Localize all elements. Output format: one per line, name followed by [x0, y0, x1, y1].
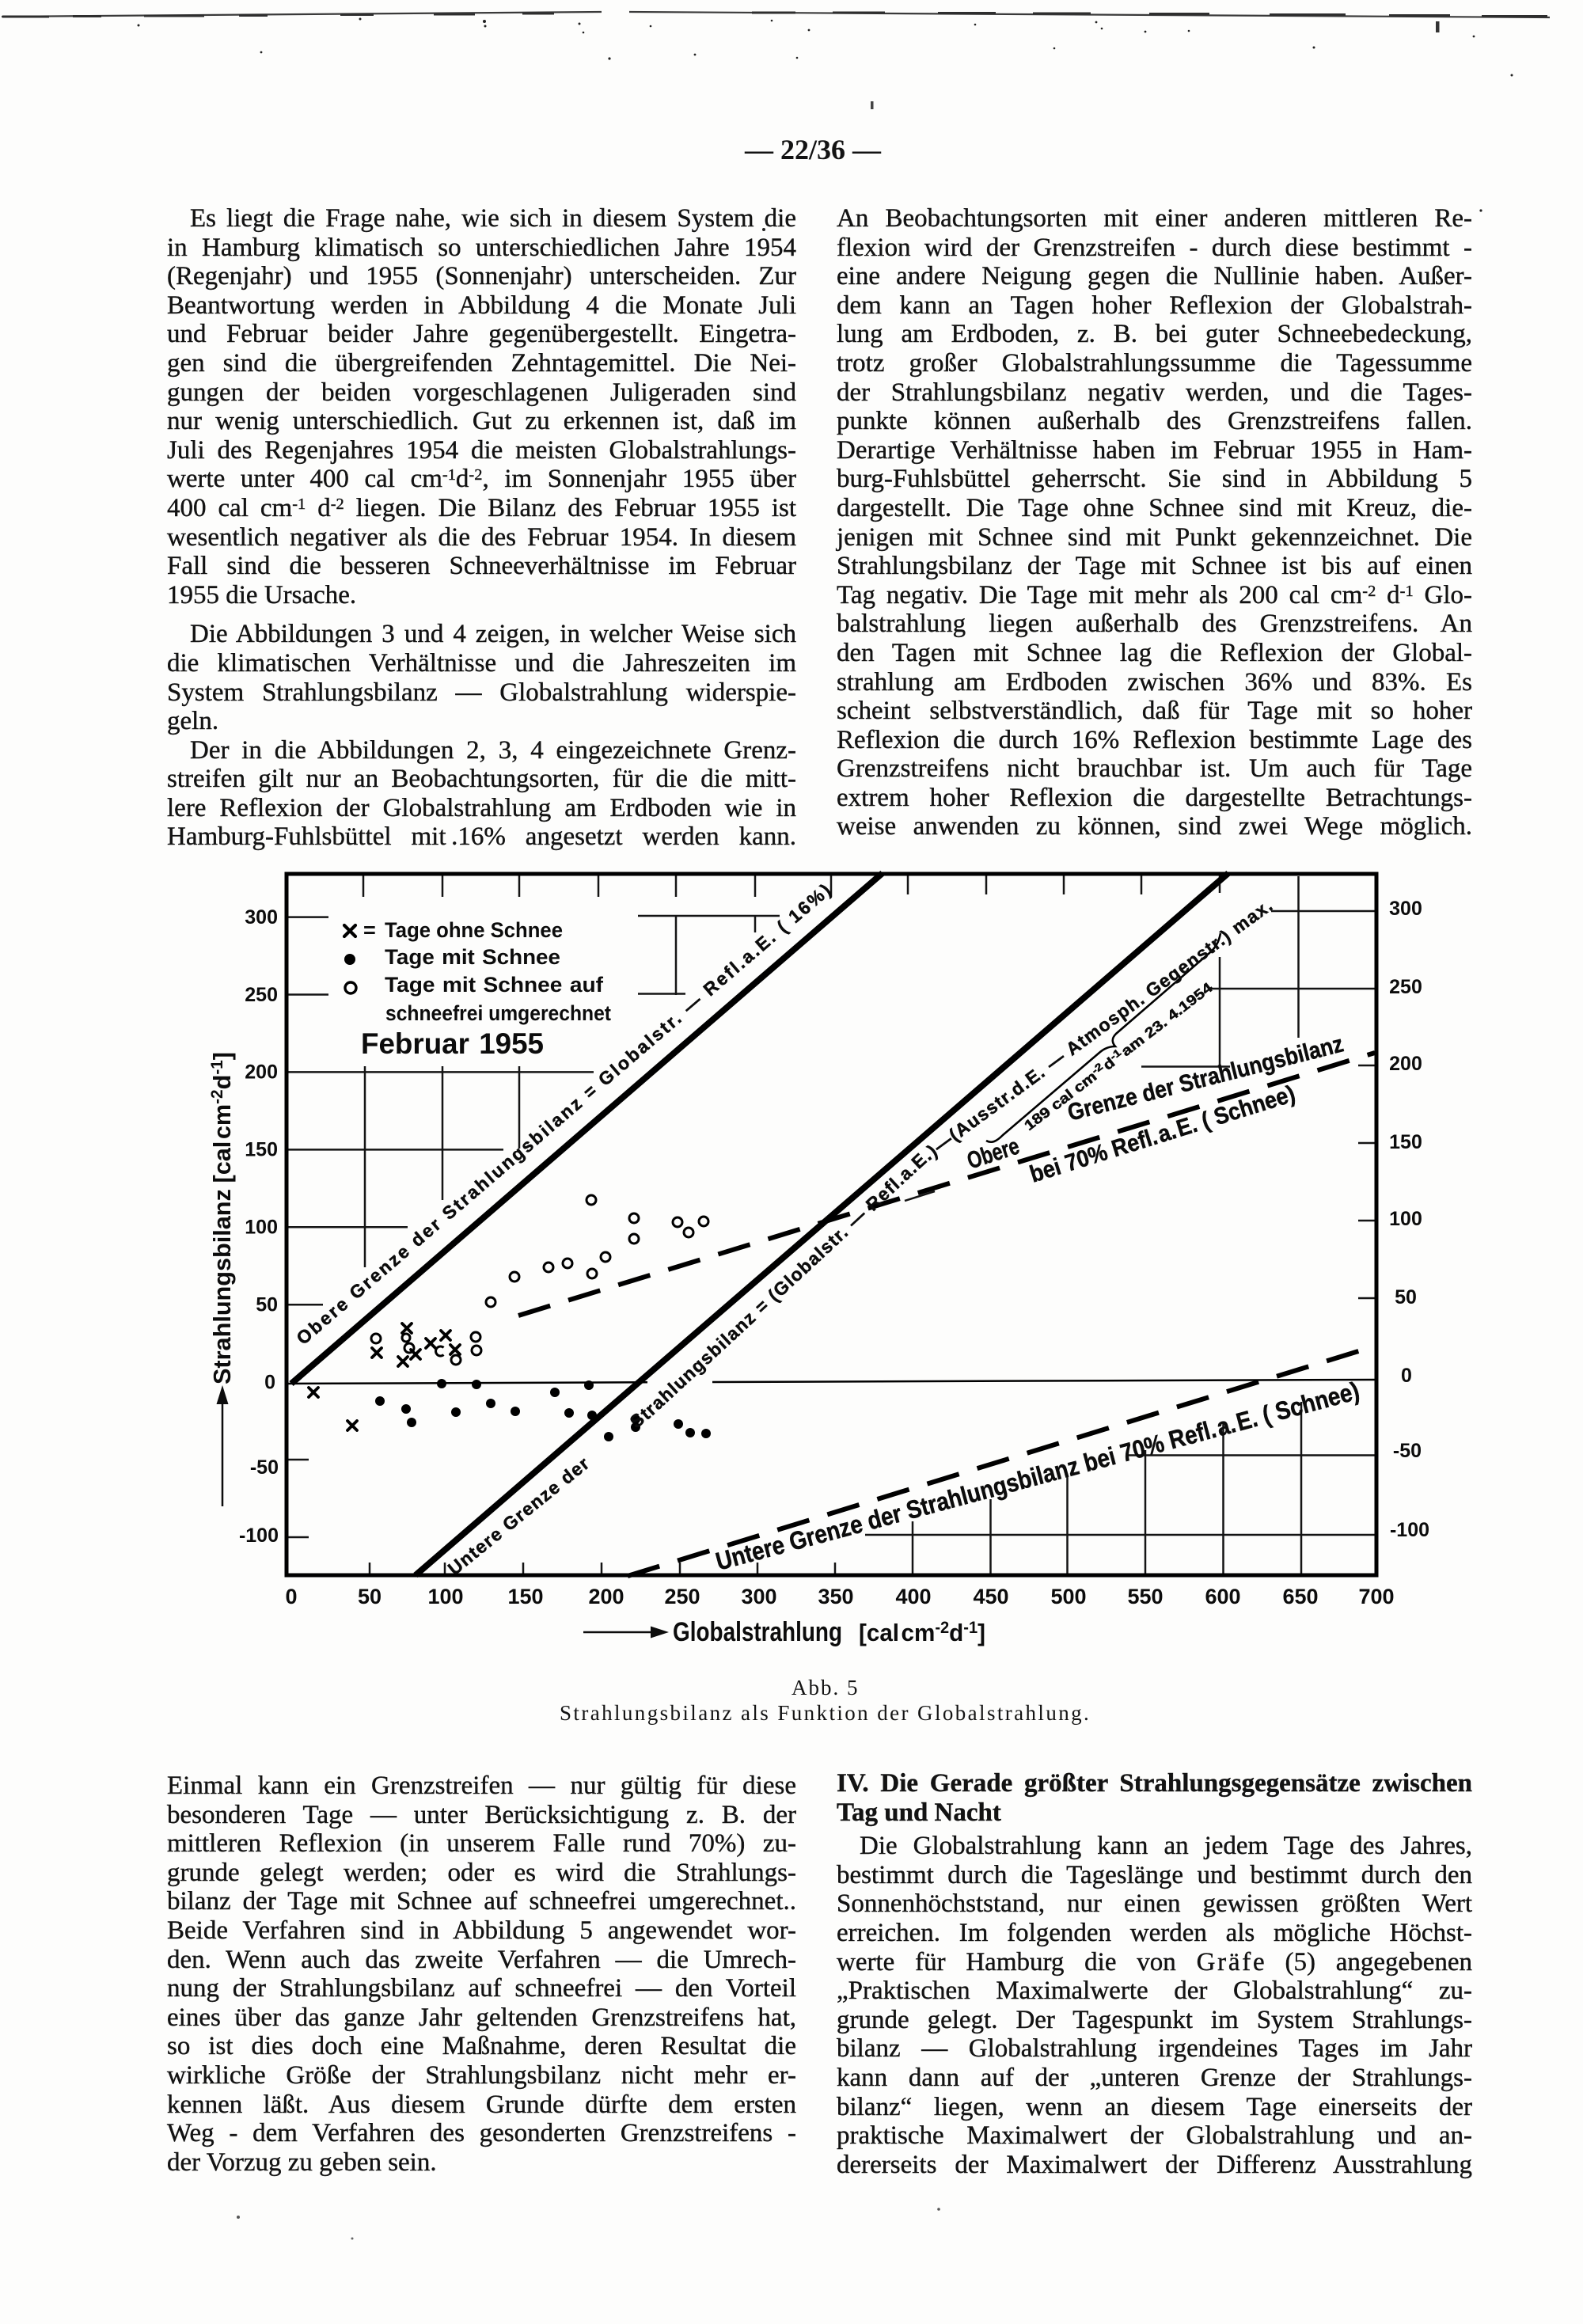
svg-text:200: 200 — [588, 1585, 624, 1608]
svg-text:150: 150 — [507, 1585, 543, 1608]
svg-text:250: 250 — [1389, 976, 1422, 998]
svg-text:150: 150 — [245, 1139, 278, 1161]
svg-text:600: 600 — [1205, 1585, 1240, 1608]
svg-text:200: 200 — [1389, 1053, 1422, 1075]
svg-text:650: 650 — [1282, 1585, 1318, 1608]
svg-text:700: 700 — [1358, 1585, 1394, 1608]
svg-text:100: 100 — [427, 1585, 463, 1608]
svg-text:Obere Grenze der Strahlungsbil: Obere Grenze der Strahlungsbilanz = Glob… — [292, 879, 834, 1348]
svg-text:0: 0 — [1401, 1365, 1412, 1387]
svg-text:-100: -100 — [1390, 1519, 1429, 1541]
svg-text:-100: -100 — [239, 1525, 279, 1547]
svg-text:Globalstrahlung: Globalstrahlung — [673, 1617, 842, 1647]
svg-text:300: 300 — [245, 906, 278, 928]
svg-text:150: 150 — [1389, 1131, 1422, 1153]
svg-text:300: 300 — [1389, 898, 1422, 920]
svg-text:-50: -50 — [250, 1456, 279, 1479]
svg-text:50: 50 — [1395, 1286, 1417, 1308]
svg-text:=: = — [363, 918, 376, 942]
svg-text:550: 550 — [1127, 1585, 1163, 1608]
svg-text:0: 0 — [264, 1372, 275, 1394]
svg-text:200: 200 — [245, 1061, 278, 1084]
svg-text:Februar 1955: Februar 1955 — [361, 1027, 544, 1060]
svg-text:Untere Grenze der Strahlungsbi: Untere Grenze der Strahlungsbilanz bei 7… — [712, 1377, 1362, 1576]
svg-text:50: 50 — [358, 1585, 382, 1608]
svg-text:500: 500 — [1050, 1585, 1086, 1608]
svg-text:Strahlungsbilanz [cal cm-2d-1]: Strahlungsbilanz [cal cm-2d-1] — [208, 1052, 236, 1384]
svg-text:300: 300 — [741, 1585, 776, 1608]
svg-text:Untere Grenze der Strahlungs: Untere Grenze der Strahlungsbilanz = (Gl… — [444, 895, 1276, 1579]
svg-text:400: 400 — [895, 1585, 931, 1608]
svg-text:[cal cm-2d-1]: [cal cm-2d-1] — [859, 1619, 985, 1646]
svg-text:450: 450 — [973, 1585, 1008, 1608]
svg-text:100: 100 — [245, 1217, 278, 1239]
svg-text:0: 0 — [285, 1585, 297, 1608]
svg-text:schneefrei umgerechnet: schneefrei umgerechnet — [385, 1001, 611, 1025]
svg-text:50: 50 — [256, 1294, 278, 1316]
svg-text:250: 250 — [245, 984, 278, 1006]
svg-text:Tage mit Schnee auf: Tage mit Schnee auf — [385, 973, 604, 997]
svg-text:Tage mit Schnee: Tage mit Schnee — [385, 945, 560, 969]
svg-text:100: 100 — [1389, 1208, 1422, 1230]
svg-text:Tage ohne Schnee: Tage ohne Schnee — [385, 918, 563, 942]
svg-text:-50: -50 — [1393, 1440, 1422, 1462]
svg-text:350: 350 — [818, 1585, 853, 1608]
svg-text:250: 250 — [664, 1585, 700, 1608]
